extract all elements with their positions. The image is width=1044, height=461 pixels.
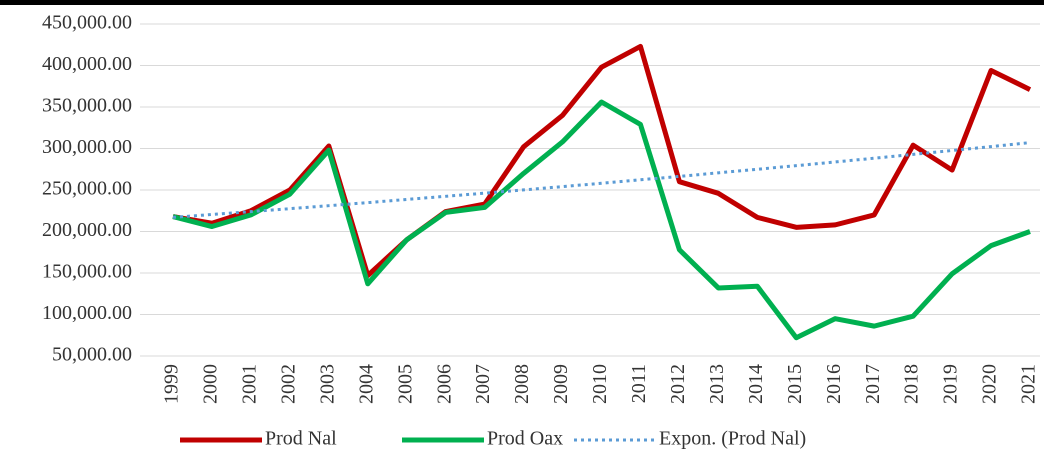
- y-tick-label: 100,000.00: [42, 302, 132, 324]
- x-tick-label: 2004: [355, 364, 377, 404]
- y-tick-label: 300,000.00: [42, 136, 132, 158]
- legend-label: Prod Oax: [487, 428, 563, 450]
- x-tick-label: 2003: [316, 364, 338, 404]
- x-tick-label: 2007: [472, 364, 494, 404]
- x-tick-label: 2001: [239, 364, 261, 404]
- x-tick-label: 2008: [511, 364, 533, 404]
- x-tick-label: 2021: [1018, 364, 1040, 404]
- x-tick-label: 2019: [940, 364, 962, 404]
- y-tick-label: 50,000.00: [52, 344, 132, 366]
- y-tick-label: 150,000.00: [42, 261, 132, 283]
- data-line: [172, 43, 1032, 278]
- x-tick-label: 2013: [706, 364, 728, 404]
- x-tick-label: 2011: [628, 364, 650, 403]
- y-tick-label: 350,000.00: [42, 95, 132, 117]
- legend-label: Prod Nal: [265, 428, 337, 450]
- trend-line: [172, 141, 1031, 219]
- x-tick-label: 2012: [667, 364, 689, 404]
- x-tick-label: 2005: [394, 364, 416, 404]
- y-tick-label: 200,000.00: [42, 219, 132, 241]
- top-bar: [0, 0, 1044, 5]
- x-tick-label: 2000: [200, 364, 222, 404]
- x-tick-label: 1999: [161, 364, 183, 404]
- legend-label: Expon. (Prod Nal): [659, 428, 806, 450]
- x-tick-label: 2002: [277, 364, 299, 404]
- x-tick-label: 2016: [823, 364, 845, 404]
- y-tick-label: 250,000.00: [42, 178, 132, 200]
- x-tick-label: 2018: [901, 364, 923, 404]
- x-tick-label: 2010: [589, 364, 611, 404]
- y-tick-label: 400,000.00: [42, 53, 132, 75]
- x-tick-label: 2009: [550, 364, 572, 404]
- x-tick-label: 2014: [745, 364, 767, 404]
- x-tick-label: 2017: [862, 364, 884, 404]
- y-tick-label: 450,000.00: [42, 12, 132, 34]
- x-tick-label: 2015: [784, 364, 806, 404]
- data-line: [172, 99, 1031, 341]
- x-tick-label: 2006: [433, 364, 455, 404]
- x-tick-label: 2020: [979, 364, 1001, 404]
